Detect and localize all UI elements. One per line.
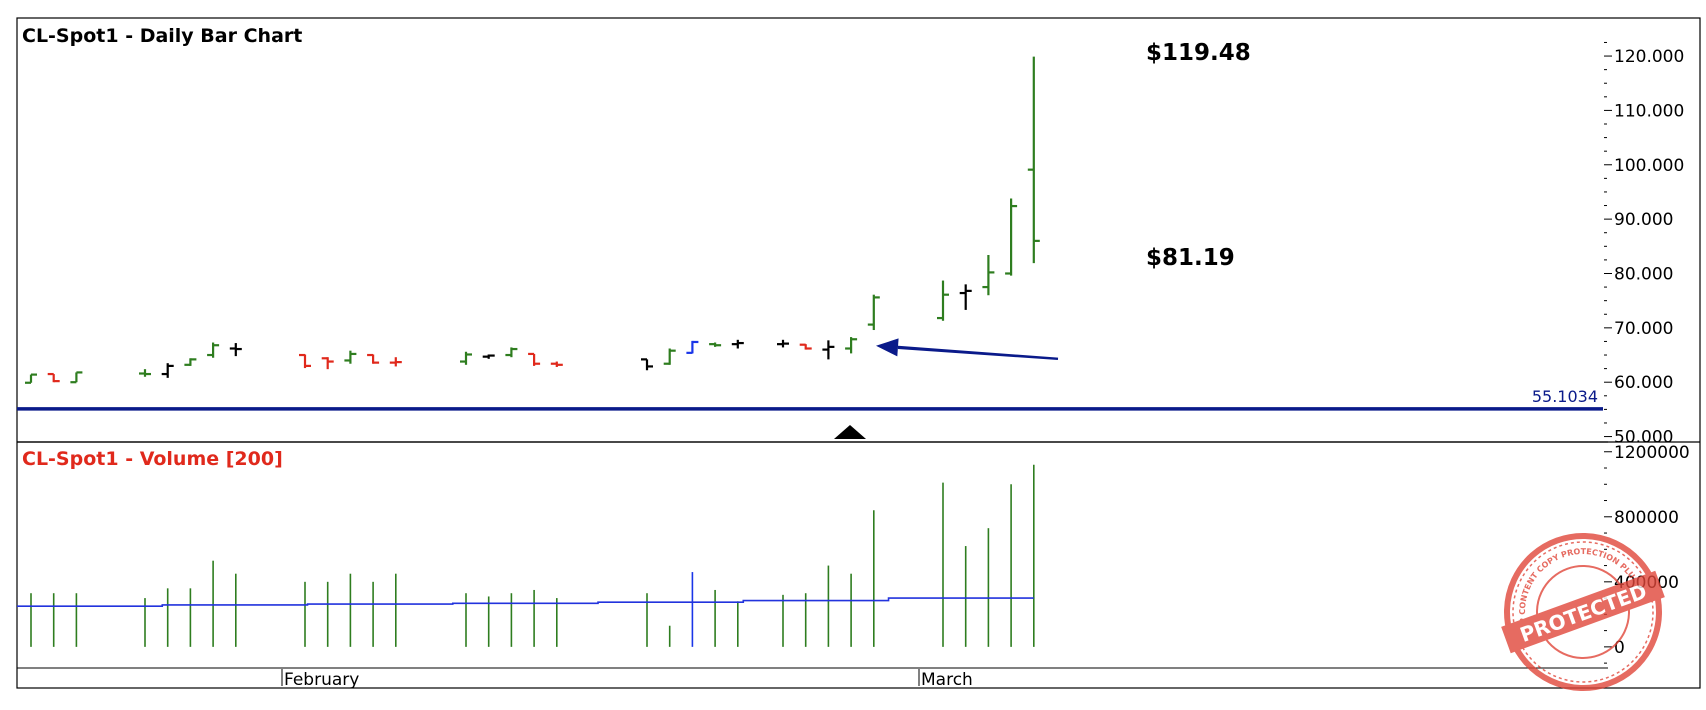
price-tick-label: 70.000 [1614, 319, 1673, 339]
ohlc-bar [460, 351, 472, 365]
ohlc-bar [299, 353, 311, 369]
ohlc-bar [389, 357, 402, 367]
ohlc-bar [25, 373, 37, 384]
volume-chart-title: CL-Spot1 - Volume [200] [22, 448, 283, 470]
ohlc-bar [1027, 56, 1040, 264]
price-bars [25, 56, 1040, 384]
ohlc-bar [777, 339, 789, 348]
arrow-head-icon [876, 338, 899, 357]
ohlc-bar [731, 339, 744, 349]
ohlc-bar [482, 354, 495, 359]
annotation-high-price: $119.48 [1146, 40, 1251, 66]
price-tick-label: 50.000 [1614, 428, 1673, 448]
annotation-low-price: $81.19 [1146, 245, 1235, 271]
ohlc-bar [344, 350, 357, 364]
stamp-banner [1501, 570, 1665, 654]
price-tick-label: 120.000 [1614, 47, 1684, 67]
volume-average-line [17, 597, 1034, 608]
price-tick-label: 90.000 [1614, 210, 1673, 230]
ohlc-bar [822, 340, 835, 360]
ohlc-bar [686, 340, 699, 354]
arrow-shaft [897, 345, 1059, 361]
x-label-march: March [921, 670, 973, 690]
ohlc-bar [663, 348, 676, 365]
ohlc-bar [505, 347, 518, 358]
ohlc-bar [867, 294, 880, 331]
ohlc-bar [1005, 198, 1018, 276]
ohlc-bar [229, 343, 242, 357]
ohlc-bar [367, 353, 380, 364]
ohlc-bar [47, 372, 60, 383]
volume-bars [30, 464, 1035, 647]
ohlc-bar [139, 369, 151, 377]
ohlc-bar [161, 363, 174, 378]
ohlc-bar [799, 343, 812, 350]
price-tick-label: 100.000 [1614, 156, 1684, 176]
ohlc-bar [937, 280, 949, 321]
ohlc-bar [982, 255, 995, 296]
ohlc-bar [550, 361, 563, 367]
ohlc-bar [959, 284, 972, 310]
ohlc-bar [321, 357, 334, 370]
chart-frame [16, 17, 1701, 689]
reference-value-label: 55.1034 [1532, 387, 1598, 406]
volume-tick-label: 800000 [1614, 508, 1679, 528]
price-chart-title: CL-Spot1 - Daily Bar Chart [22, 25, 302, 47]
price-tick-label: 110.000 [1614, 101, 1684, 121]
price-axis: 50.000 60.000 70.000 80.000 90.000 100.000 110… [1604, 41, 1684, 448]
price-tick-label: 80.000 [1614, 264, 1673, 284]
ohlc-bar [207, 342, 220, 358]
x-label-february: February [284, 670, 359, 690]
triangle-up-marker-icon [834, 425, 866, 439]
volume-tick-label: 0 [1614, 638, 1625, 658]
ohlc-bar [709, 342, 722, 347]
ohlc-bar [641, 358, 653, 371]
price-tick-label: 60.000 [1614, 373, 1673, 393]
ohlc-bar [70, 371, 83, 384]
ohlc-bar [184, 358, 197, 366]
ohlc-bar [845, 337, 858, 354]
volume-tick-label: 1200000 [1614, 443, 1690, 463]
ohlc-bar [528, 352, 541, 366]
